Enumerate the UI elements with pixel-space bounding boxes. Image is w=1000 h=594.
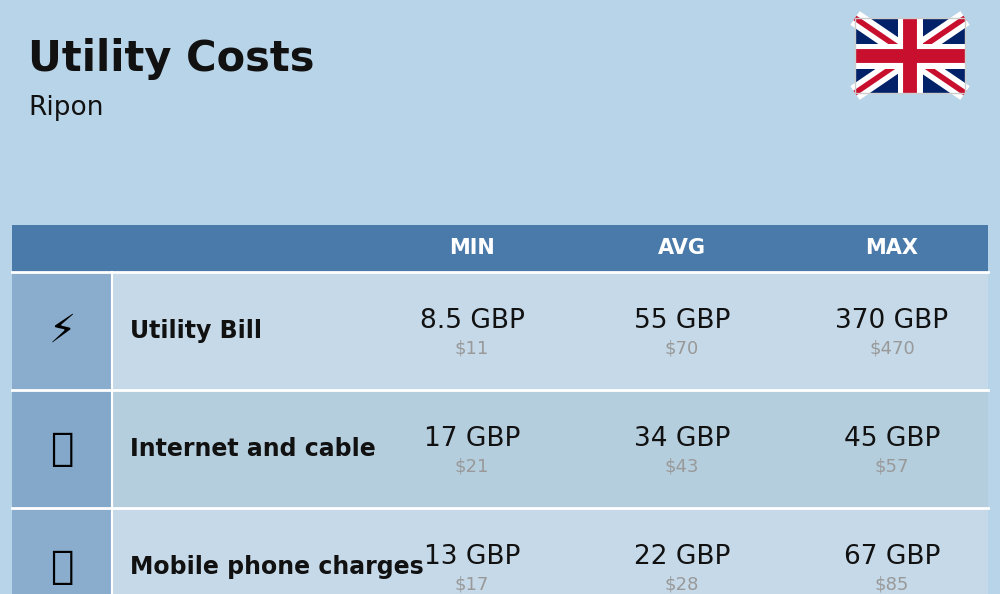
Text: $57: $57 <box>875 458 909 476</box>
Text: $43: $43 <box>665 458 699 476</box>
Text: 13 GBP: 13 GBP <box>424 544 520 570</box>
Text: 📡: 📡 <box>50 430 74 468</box>
Bar <box>12 272 988 390</box>
Text: $85: $85 <box>875 576 909 594</box>
Text: MAX: MAX <box>866 239 918 258</box>
Text: 17 GBP: 17 GBP <box>424 426 520 452</box>
Text: ⚡: ⚡ <box>48 312 76 350</box>
Text: 8.5 GBP: 8.5 GBP <box>420 308 524 334</box>
Text: $470: $470 <box>869 340 915 358</box>
Bar <box>12 390 988 508</box>
Text: $11: $11 <box>455 340 489 358</box>
Text: Utility Bill: Utility Bill <box>130 319 262 343</box>
Bar <box>12 508 112 594</box>
Text: $70: $70 <box>665 340 699 358</box>
Text: 370 GBP: 370 GBP <box>835 308 949 334</box>
Text: 67 GBP: 67 GBP <box>844 544 940 570</box>
Text: 34 GBP: 34 GBP <box>634 426 730 452</box>
Text: AVG: AVG <box>658 239 706 258</box>
Bar <box>12 272 112 390</box>
Text: Utility Costs: Utility Costs <box>28 38 314 80</box>
Bar <box>12 390 112 508</box>
Text: $17: $17 <box>455 576 489 594</box>
Text: 📱: 📱 <box>50 548 74 586</box>
Bar <box>855 18 965 93</box>
Text: 22 GBP: 22 GBP <box>634 544 730 570</box>
Text: $21: $21 <box>455 458 489 476</box>
Bar <box>12 225 112 272</box>
Bar <box>12 225 988 272</box>
Text: Mobile phone charges: Mobile phone charges <box>130 555 424 579</box>
Bar <box>12 508 988 594</box>
Text: $28: $28 <box>665 576 699 594</box>
Text: 55 GBP: 55 GBP <box>634 308 730 334</box>
Bar <box>855 18 965 93</box>
Text: MIN: MIN <box>449 239 495 258</box>
Text: 45 GBP: 45 GBP <box>844 426 940 452</box>
Text: Ripon: Ripon <box>28 95 104 121</box>
Text: Internet and cable: Internet and cable <box>130 437 376 461</box>
